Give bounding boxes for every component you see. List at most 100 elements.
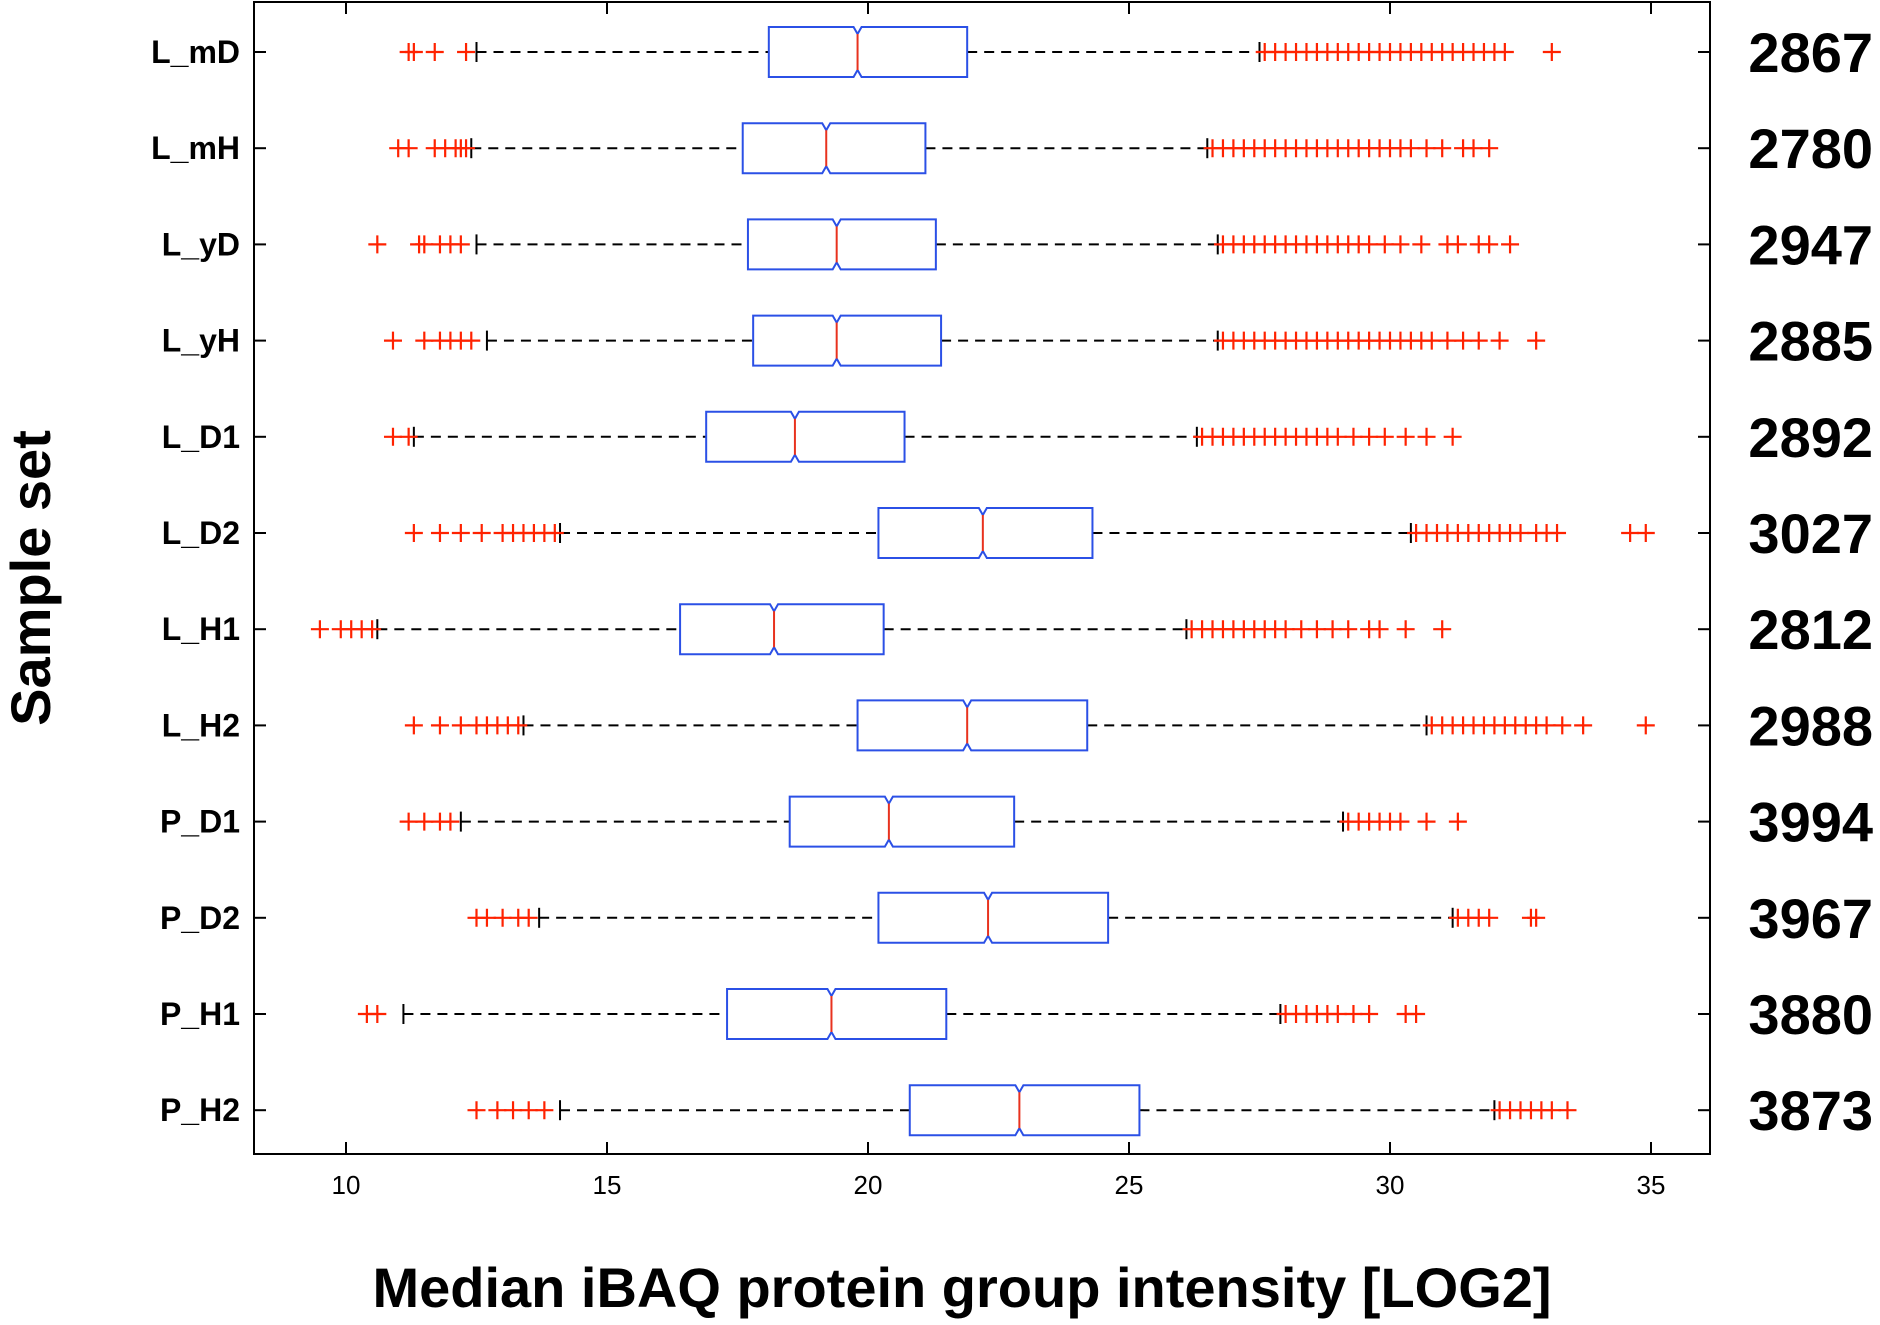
outlier-point [1407,1005,1426,1023]
outlier-point [1391,812,1410,831]
outlier-point [1464,139,1483,158]
outlier-point [1621,524,1640,542]
outlier-point [1448,812,1467,831]
outlier-point [451,235,470,254]
outlier-point [1438,331,1457,350]
box [752,314,943,367]
outlier-point [1344,427,1363,446]
box [877,891,1110,944]
category-label: L_mH [151,130,240,166]
outlier-point [1360,1005,1379,1023]
count-label: 2885 [1748,310,1873,373]
outlier-point [457,139,476,158]
outlier-point [1448,235,1467,254]
outlier-point [399,812,418,831]
count-label: 3994 [1748,791,1873,854]
outlier-point [467,1101,486,1120]
outlier-point [519,1101,538,1120]
outlier-point [1417,139,1436,158]
outlier-point [451,524,470,542]
outlier-point [535,1101,554,1120]
x-tick-label: 35 [1637,1170,1666,1200]
outlier-point [1417,427,1436,446]
outlier-point [1360,427,1379,446]
outlier-point [1501,235,1520,254]
category-label: L_H1 [162,611,240,647]
category-label: L_yD [162,226,240,262]
outlier-point [1328,427,1347,446]
box [856,699,1089,752]
outlier-point [363,620,382,639]
count-label: 2780 [1748,117,1873,180]
outlier-point [1511,524,1530,542]
category-label: L_H2 [162,707,240,743]
x-axis-title: Median iBAQ protein group intensity [LOG… [372,1256,1551,1319]
count-label: 3873 [1748,1079,1873,1142]
outlier-point [1433,139,1452,158]
count-label: 2812 [1748,598,1873,661]
x-tick-label: 20 [854,1170,883,1200]
x-tick-label: 30 [1376,1170,1405,1200]
outlier-point [504,1101,523,1120]
outlier-point [1558,1101,1577,1120]
outlier-point [1636,524,1655,542]
outlier-point [1412,235,1431,254]
outlier-point [1396,620,1415,639]
outlier-point [1433,620,1452,639]
category-label: L_D1 [162,419,240,455]
outlier-point [1307,620,1326,639]
outlier-point [425,43,444,61]
x-tick-label: 25 [1115,1170,1144,1200]
outlier-point [415,812,434,831]
outlier-point [383,331,402,350]
outlier-point [1548,524,1567,542]
outlier-point [1443,427,1462,446]
outlier-point [399,139,418,158]
outlier-point [545,524,564,542]
outlier-point [1542,43,1561,61]
count-label: 2867 [1748,21,1873,84]
outlier-point [1360,235,1379,254]
outlier-point [1480,139,1499,158]
outlier-point [457,43,476,61]
box [746,218,937,271]
outlier-point [1370,620,1389,639]
outlier-point [441,812,460,831]
outlier-point [368,1005,387,1023]
outlier-point [1344,1005,1363,1023]
outlier-point [430,524,449,542]
outlier-point [1469,331,1488,350]
outlier-point [1417,812,1436,831]
outlier-point [519,908,538,927]
outlier-point [1537,716,1556,735]
outlier-point [488,1101,507,1120]
outlier-point [472,524,491,542]
count-label: 3967 [1748,887,1873,950]
outlier-point [1480,235,1499,254]
outlier-point [404,43,423,61]
x-tick-label: 10 [332,1170,361,1200]
outlier-point [493,908,512,927]
outlier-point [1495,43,1514,61]
outlier-point [1339,620,1358,639]
x-tick-label: 15 [593,1170,622,1200]
outlier-point [399,427,418,446]
outlier-point [1375,427,1394,446]
outlier-point [1527,908,1546,927]
outlier-point [1396,427,1415,446]
box [908,1084,1141,1137]
outlier-point [451,716,470,735]
outlier-point [1490,331,1509,350]
outlier-point [310,620,329,639]
outlier-point [415,331,434,350]
count-label: 2988 [1748,694,1873,757]
box [877,507,1094,559]
category-label: P_H1 [160,996,240,1032]
outlier-point [404,716,423,735]
outlier-point [383,427,402,446]
outlier-point [368,235,387,254]
outlier-point [1542,1101,1561,1120]
count-label: 2892 [1748,406,1873,469]
category-label: L_D2 [162,515,240,551]
